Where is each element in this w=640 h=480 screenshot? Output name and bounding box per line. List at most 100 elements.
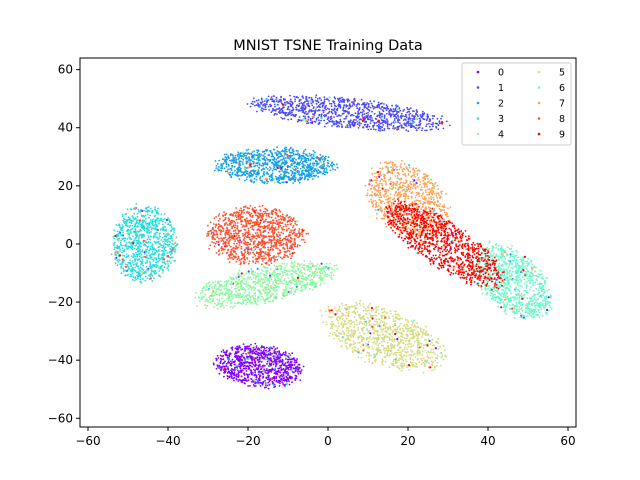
data-point (268, 160, 271, 163)
data-point (286, 370, 288, 373)
data-point (259, 293, 262, 296)
data-point (153, 270, 156, 273)
data-point (132, 262, 134, 264)
data-point (248, 373, 251, 376)
data-point (280, 364, 283, 367)
data-point (273, 158, 276, 161)
data-point (145, 222, 147, 225)
data-point (425, 325, 427, 328)
data-point (395, 117, 398, 119)
data-point (298, 171, 300, 174)
data-point (428, 122, 430, 125)
data-point (233, 363, 236, 366)
data-point (220, 360, 222, 362)
data-point (257, 296, 260, 299)
data-point (427, 115, 429, 118)
data-point (376, 115, 379, 118)
data-point (232, 361, 234, 363)
data-point (388, 123, 391, 126)
data-point (245, 272, 248, 275)
data-point (321, 172, 324, 175)
data-point (278, 160, 281, 163)
data-point (262, 282, 265, 284)
data-point (278, 165, 281, 168)
data-point (280, 154, 284, 157)
data-point (300, 107, 302, 110)
data-point (234, 364, 237, 367)
data-point (118, 230, 121, 233)
data-point (265, 149, 267, 151)
data-point (137, 273, 140, 276)
data-point (255, 175, 258, 178)
data-point (148, 265, 151, 268)
data-point (257, 99, 260, 101)
data-point (168, 251, 171, 254)
data-point (281, 110, 284, 113)
data-point (135, 244, 138, 247)
data-point (309, 121, 312, 124)
data-point (224, 370, 227, 372)
data-point (297, 119, 300, 122)
data-point (258, 377, 261, 379)
data-point (133, 247, 136, 250)
data-point (158, 270, 161, 272)
data-point (400, 352, 403, 355)
data-point (120, 244, 123, 247)
data-point (399, 122, 401, 124)
data-point (153, 233, 156, 235)
data-point (135, 203, 138, 205)
data-point (385, 109, 388, 111)
data-point (273, 284, 276, 286)
data-point (405, 116, 408, 119)
data-point (303, 272, 306, 275)
data-point (242, 158, 245, 161)
data-point (154, 228, 157, 231)
data-point (285, 150, 287, 153)
data-point (259, 371, 261, 374)
data-point (281, 353, 284, 355)
data-point (131, 260, 134, 262)
data-point (270, 152, 273, 154)
data-point (129, 259, 131, 261)
data-point (293, 290, 296, 293)
data-point (357, 116, 360, 119)
data-point (122, 249, 125, 252)
data-point (263, 287, 265, 289)
data-point (256, 110, 258, 113)
data-point (284, 354, 287, 356)
data-point (168, 233, 170, 236)
data-point (420, 129, 423, 132)
data-point (274, 271, 276, 274)
data-point (381, 363, 384, 366)
data-point (262, 356, 265, 359)
data-point (268, 378, 270, 381)
data-point (246, 374, 249, 376)
data-point (403, 108, 406, 111)
data-point (296, 365, 299, 368)
data-point (279, 109, 281, 112)
data-point (144, 207, 147, 210)
data-point (260, 278, 263, 280)
data-point (275, 273, 278, 275)
data-point (388, 315, 391, 318)
data-point (437, 128, 440, 131)
data-point (148, 216, 150, 219)
data-point (268, 349, 271, 352)
data-point (226, 301, 229, 304)
data-point (339, 120, 342, 122)
data-point (221, 355, 224, 358)
data-point (335, 120, 338, 122)
data-point (356, 123, 359, 126)
data-point (293, 162, 295, 164)
data-point (386, 120, 389, 123)
data-point (231, 295, 234, 297)
data-point (215, 167, 218, 170)
data-point (418, 126, 421, 129)
data-point (129, 224, 132, 227)
data-point (303, 152, 305, 155)
data-point (144, 214, 147, 217)
data-point (253, 172, 256, 175)
data-point (409, 358, 412, 361)
data-point (273, 166, 276, 169)
data-point (273, 288, 276, 291)
